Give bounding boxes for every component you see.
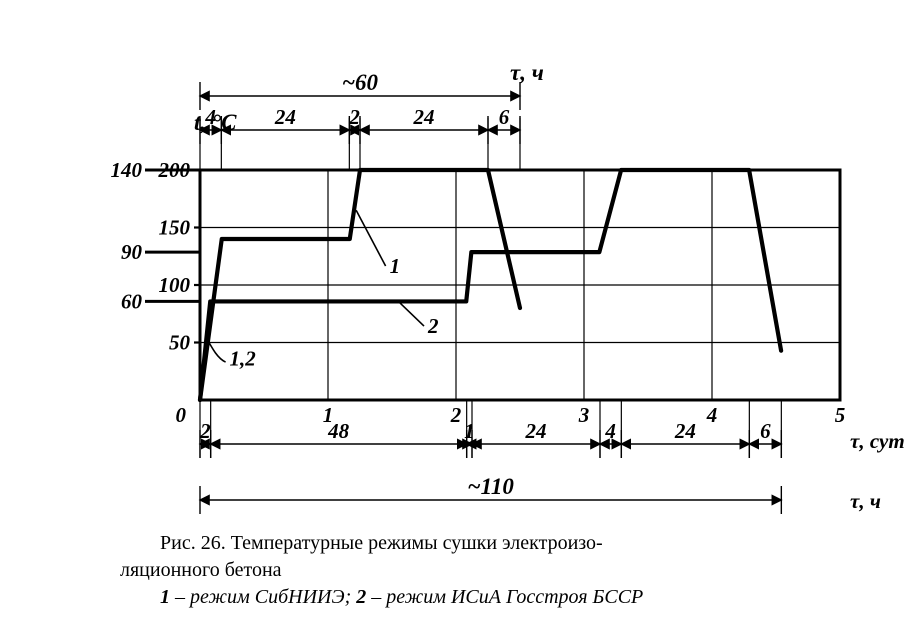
tau-hours-bottom: τ, ч [850,489,881,513]
bottom-dim-seg: 6 [760,419,771,443]
caption-t2: ляционного бетона [120,559,282,581]
caption-legend: 1 – режим СибНИИЭ; 2 – режим ИСиА Госстр… [160,586,643,608]
bottom-dim-seg: 4 [604,419,616,443]
y-outer-label: 60 [121,289,143,313]
y-outer-label: 90 [121,240,143,264]
curve-2-label: 2 [427,314,439,338]
curve12-label: 1,2 [229,347,256,371]
x-axis-title: τ, сут [850,429,905,453]
figure-caption: Рис. 26. Температурные режимы сушки элек… [0,530,924,611]
plot-area: 501001502006090140012345t, °Cτ, чτ, сутτ… [111,60,905,514]
top-dim-total: ~60 [342,70,379,95]
curve-1-label: 1 [390,254,401,278]
y-inner-label: 200 [158,158,191,182]
top-dim-seg: 24 [274,105,296,129]
bottom-dim-seg: 24 [674,419,696,443]
temperature-regime-diagram: 501001502006090140012345t, °Cτ, чτ, сутτ… [0,0,924,530]
caption-fig: Рис. 26. [160,532,226,554]
top-dim-seg: 6 [499,105,510,129]
x-day-label: 5 [835,403,846,427]
caption-t1: Температурные режимы сушки электроизо- [231,532,603,554]
tau-hours-top: τ, ч [510,60,544,85]
top-dim-seg: 2 [348,105,360,129]
y-inner-label: 100 [159,273,191,297]
x-day-label: 3 [578,403,590,427]
y-inner-label: 150 [159,216,191,240]
x-day-label: 2 [450,403,462,427]
y-outer-label: 140 [111,158,143,182]
origin-label: 0 [176,403,187,427]
bottom-dim-seg: 2 [199,419,211,443]
top-dim-seg: 4 [204,105,216,129]
bottom-dim-seg: 48 [327,419,350,443]
x-day-label: 4 [706,403,718,427]
bottom-dim-total: ~110 [467,474,514,499]
y-inner-label: 50 [169,331,191,355]
top-dim-seg: 24 [413,105,435,129]
bottom-dim-seg: 1 [464,419,475,443]
bottom-dim-seg: 24 [525,419,547,443]
